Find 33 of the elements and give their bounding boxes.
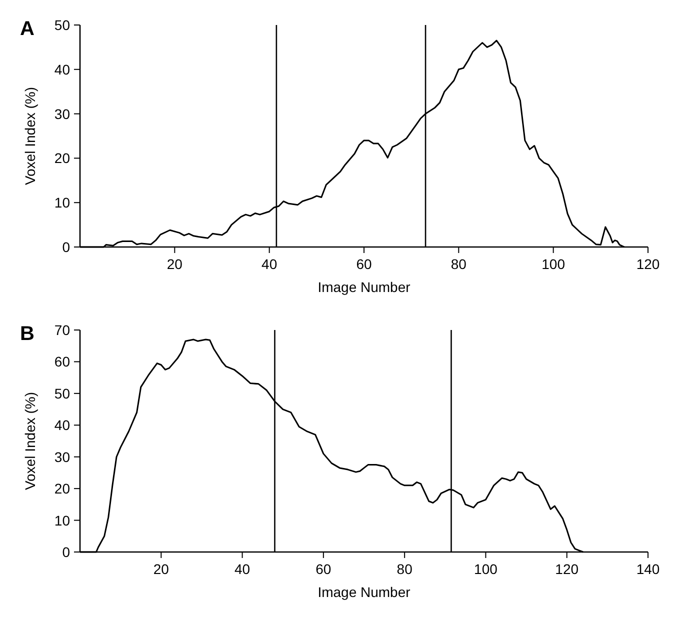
y-tick-label: 0 — [62, 544, 70, 560]
x-tick-label: 80 — [450, 256, 467, 272]
y-axis-title: Voxel Index (%) — [22, 392, 38, 490]
x-tick-label: 40 — [262, 256, 278, 272]
y-tick-label: 10 — [54, 512, 70, 528]
x-tick-label: 60 — [356, 256, 372, 272]
x-tick-label: 120 — [555, 561, 579, 577]
x-tick-label: 100 — [474, 561, 498, 577]
y-tick-label: 50 — [54, 385, 70, 402]
y-tick-label: 20 — [54, 150, 70, 166]
y-tick-label: 40 — [54, 61, 70, 78]
y-tick-label: 30 — [54, 106, 70, 122]
y-tick-label: 30 — [54, 448, 70, 465]
chart-title: A — [20, 18, 34, 40]
y-tick-label: 60 — [54, 354, 70, 370]
x-tick-label: 20 — [153, 561, 170, 577]
y-tick-label: 40 — [54, 417, 70, 434]
chart-title: B — [20, 323, 34, 345]
x-tick-label: 140 — [636, 561, 660, 577]
x-tick-label: 120 — [636, 256, 660, 272]
x-axis-title: Image Number — [318, 279, 411, 295]
x-tick-label: 100 — [542, 256, 566, 272]
y-tick-label: 10 — [54, 194, 70, 211]
x-tick-label: 40 — [234, 561, 250, 577]
y-tick-label: 50 — [54, 17, 70, 33]
x-tick-label: 60 — [316, 561, 332, 577]
x-axis-title: Image Number — [318, 584, 411, 600]
y-tick-label: 20 — [54, 480, 70, 497]
y-tick-label: 70 — [54, 322, 70, 338]
y-tick-label: 0 — [62, 239, 70, 255]
x-tick-label: 80 — [396, 561, 413, 577]
y-axis-title: Voxel Index (%) — [22, 86, 38, 186]
x-tick-label: 20 — [166, 256, 183, 272]
